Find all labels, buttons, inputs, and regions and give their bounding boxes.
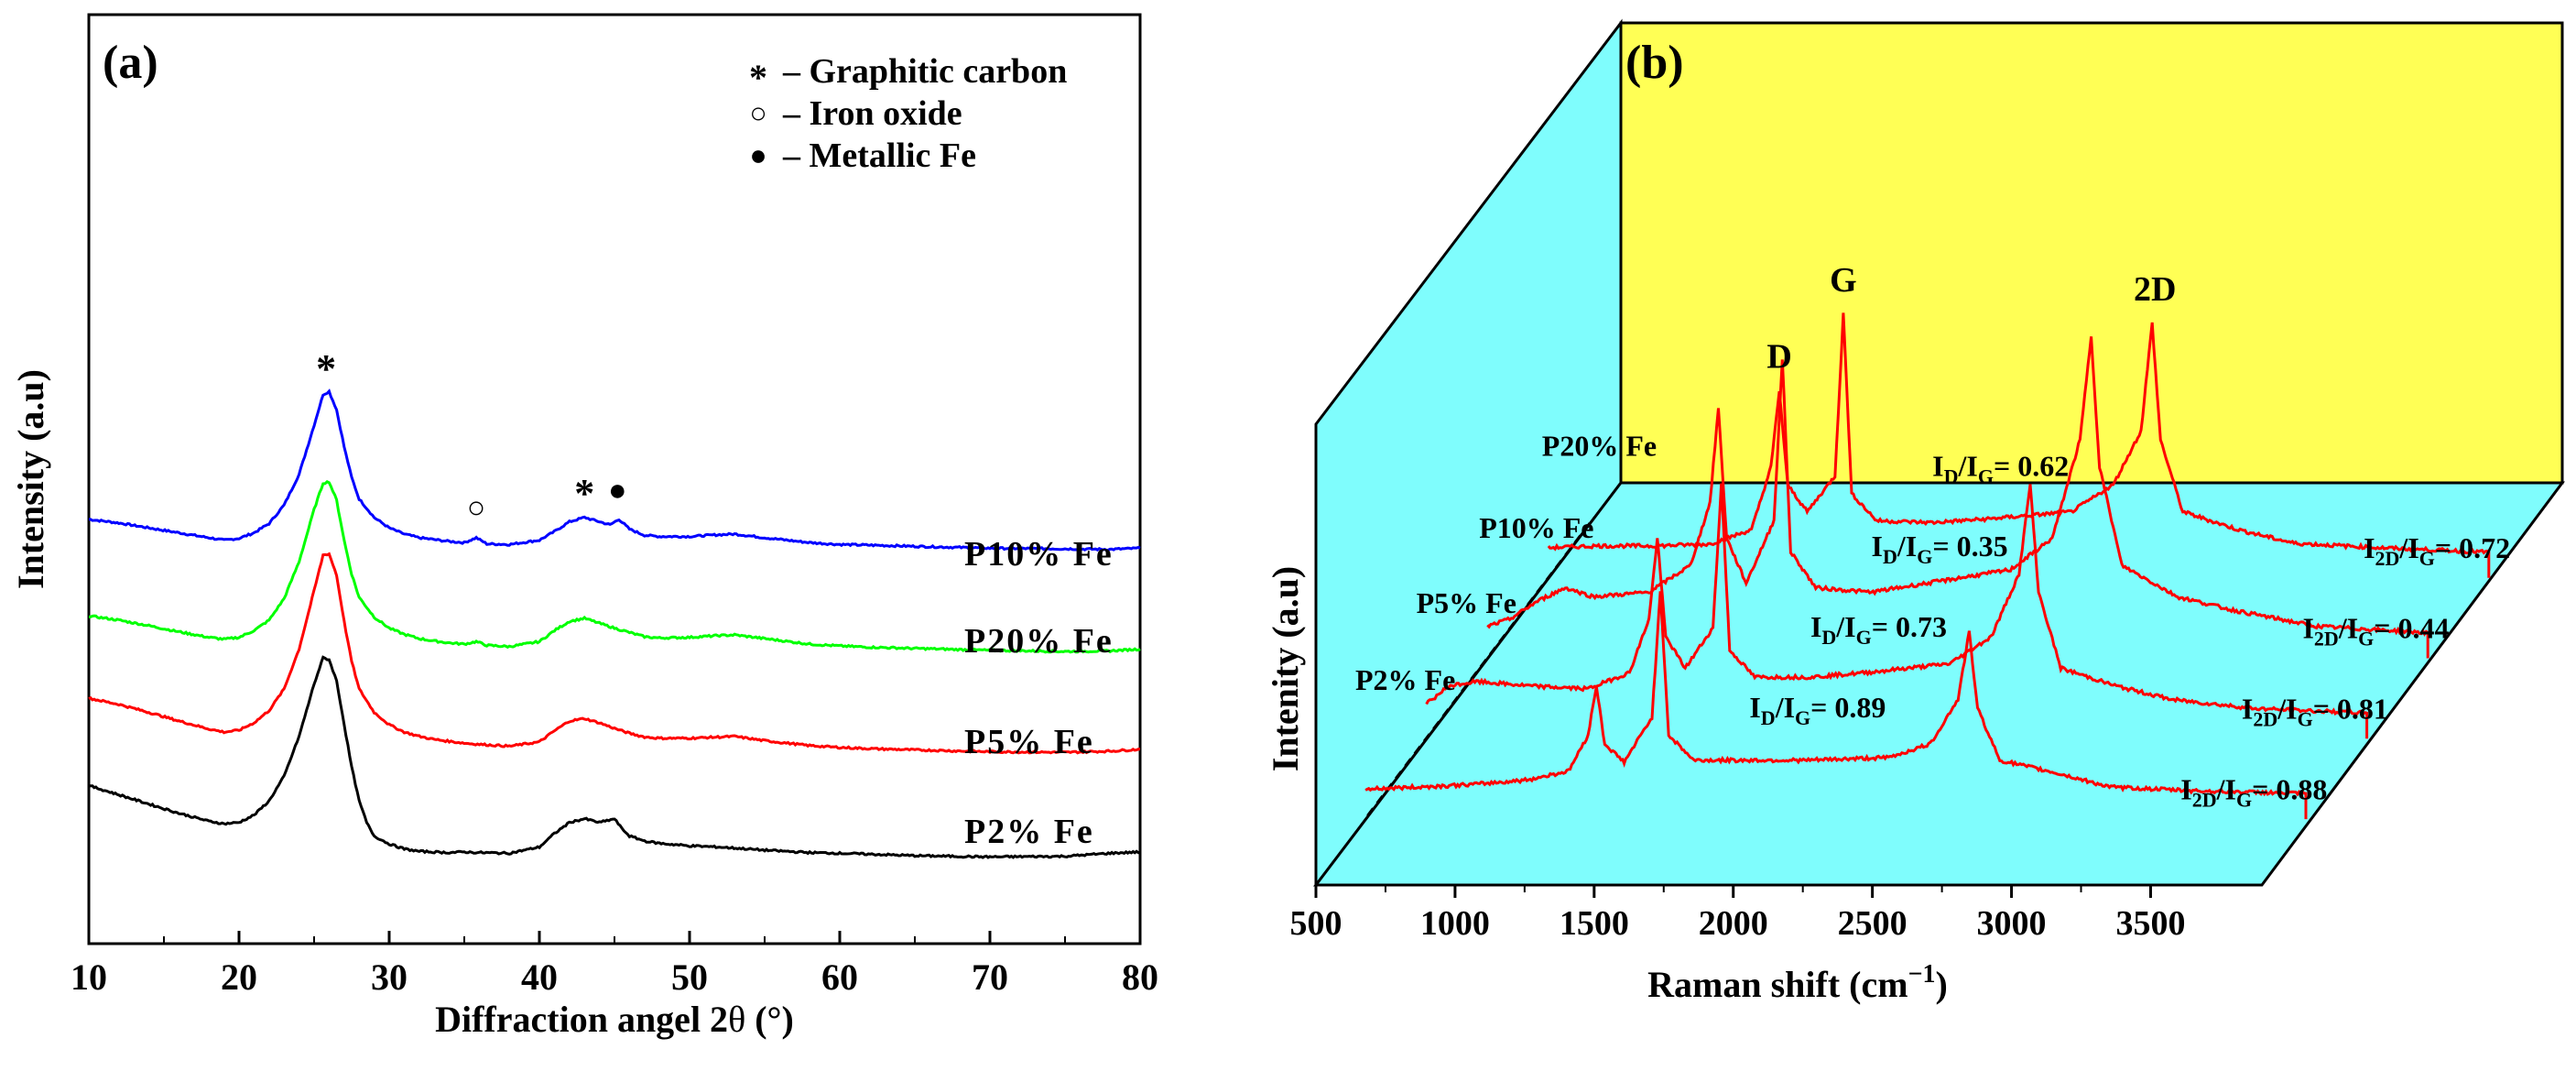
panel-a-x-tick-label: 60 — [821, 956, 858, 998]
panel-a-x-axis-label: Diffraction angel 2θ (°) — [435, 999, 794, 1040]
panel-b-series-name: P2% Fe — [1355, 663, 1455, 696]
panel-b-x-tick-label: 2500 — [1838, 904, 1908, 943]
panel-b-ratio-2dg: I2D/IG= 0.81 — [2242, 693, 2388, 731]
panel-b-series-line — [1547, 312, 2491, 578]
panel-b-ratio-dg: ID/IG= 0.62 — [1932, 449, 2069, 487]
panel-b-series-line — [1486, 336, 2429, 659]
legend-symbol-iron-oxide: ○ — [749, 96, 766, 129]
panel-a-series-line — [88, 655, 1141, 859]
panel-b-series — [1364, 312, 2491, 820]
panel-a-peak-marker: * — [316, 346, 336, 391]
panel-a-series-line — [88, 479, 1141, 654]
panel-b-peak-label: D — [1766, 337, 1791, 376]
panel-b-x-axis-label: Raman shift (cm−1) — [1647, 960, 1948, 1005]
panel-b-ratio-2dg: I2D/IG= 0.72 — [2364, 531, 2510, 570]
legend-label-iron-oxide: – Iron oxide — [782, 94, 962, 133]
panel-b-peak-label: G — [1830, 261, 1857, 300]
panel-b-series-name: P5% Fe — [1417, 586, 1516, 619]
panel-a-annotations: * ○ * ● — [316, 346, 626, 525]
panel-b-x-tick-label: 3000 — [1977, 904, 2047, 943]
panel-b-x-ticks: 500 1000 1500 2000 2500 3000 3500 — [1290, 885, 2185, 943]
panel-b-x-tick-label: 500 — [1290, 904, 1342, 943]
panel-b-ratio-2dg: I2D/IG= 0.44 — [2302, 612, 2449, 650]
panel-b-series-name: P10% Fe — [1479, 511, 1593, 544]
panel-a-y-axis-label: Intensity (a.u) — [10, 369, 51, 589]
legend-symbol-metallic-fe: ● — [749, 138, 766, 171]
panel-b-series-line — [1364, 591, 2308, 820]
series-label-p5: P5% Fe — [964, 723, 1094, 761]
legend-symbol-graphitic: * — [749, 57, 767, 98]
panel-b-ratio-2dg: I2D/IG= 0.88 — [2180, 772, 2327, 811]
panel-b-peak-label: 2D — [2134, 270, 2176, 309]
panel-a-peak-marker: ○ — [467, 491, 486, 525]
panel-a-x-tick-label: 50 — [671, 956, 708, 998]
panel-a-x-ticks: 10 20 30 40 50 60 70 80 — [71, 931, 1158, 998]
panel-a-label: (a) — [103, 37, 158, 89]
panel-b-annotations: P2% Fe ID/IG= 0.89 I2D/IG= 0.88 P5% Fe ID/IG… — [1355, 261, 2510, 811]
panel-a-legend: * – Graphitic carbon ○ – Iron oxide ● – … — [749, 52, 1067, 175]
legend-label-metallic-fe: – Metallic Fe — [782, 137, 976, 175]
series-label-p10: P10% Fe — [964, 535, 1114, 574]
panel-b-series-line — [1425, 483, 2369, 739]
panel-b-y-axis-label: Intenity (a.u) — [1265, 566, 1306, 771]
panel-b-x-tick-label: 1500 — [1560, 904, 1629, 943]
panel-b-series-name: P20% Fe — [1542, 429, 1657, 462]
panel-a-series — [88, 388, 1141, 859]
panel-b-x-tick-label: 1000 — [1420, 904, 1490, 943]
panel-a-x-tick-label: 20 — [221, 956, 257, 998]
panel-a-x-tick-label: 80 — [1122, 956, 1158, 998]
panel-b-ratio-dg: ID/IG= 0.73 — [1810, 610, 1947, 649]
panel-b-ratio-dg: ID/IG= 0.35 — [1872, 530, 2008, 568]
panel-b-back-wall — [1619, 21, 2564, 485]
panel-a-peak-marker: ● — [608, 474, 627, 508]
panel-b-x-tick-label: 3500 — [2115, 904, 2185, 943]
panel-a-series-line — [88, 552, 1141, 755]
panel-b-ratio-dg: ID/IG= 0.89 — [1749, 691, 1886, 729]
panel-a-x-tick-label: 40 — [521, 956, 558, 998]
series-label-p20: P20% Fe — [964, 622, 1114, 661]
panel-b: 500 1000 1500 2000 2500 3000 3500 P2% Fe ID/IG=… — [1265, 18, 2565, 1005]
legend-label-graphitic: – Graphitic carbon — [782, 52, 1067, 91]
panel-b-depth-guide — [1366, 517, 1594, 816]
panel-b-label: (b) — [1625, 37, 1684, 89]
panel-a-x-tick-label: 30 — [371, 956, 408, 998]
panel-a: 10 20 30 40 50 60 70 80 *○ * ● (a) * – Graphitic … — [10, 13, 1158, 1040]
panel-a-x-tick-label: 10 — [71, 956, 107, 998]
panel-b-x-tick-label: 2000 — [1699, 904, 1768, 943]
panel-a-x-tick-label: 70 — [972, 956, 1008, 998]
panel-b-floor — [1312, 481, 2565, 887]
panel-a-series-line — [88, 388, 1141, 552]
series-label-p2: P2% Fe — [964, 813, 1094, 851]
panel-a-peak-marker: * — [574, 471, 594, 516]
